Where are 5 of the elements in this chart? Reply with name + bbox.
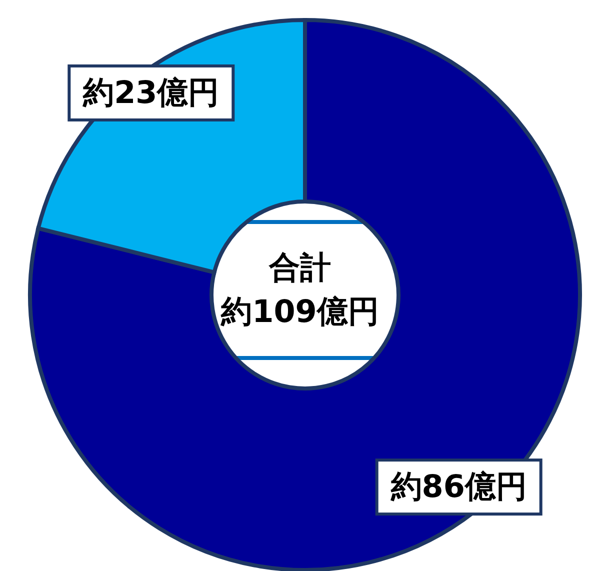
text: 合計 — [268, 250, 331, 286]
data-label: 約86億円 — [390, 469, 527, 506]
data-label: 約23億円 — [82, 74, 220, 111]
text: 約109億円 — [220, 294, 379, 330]
donut-slice — [28, 18, 582, 571]
